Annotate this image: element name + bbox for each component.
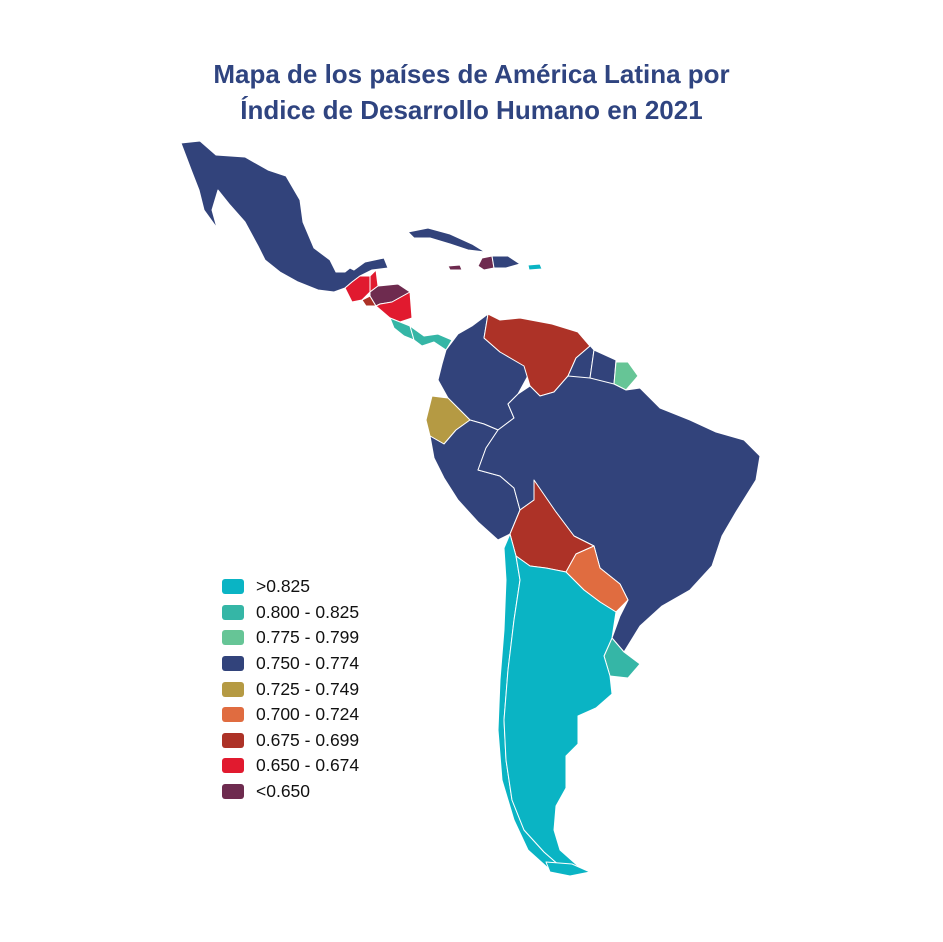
map-title-line-1: Mapa de los países de América Latina por xyxy=(213,59,730,89)
legend-label: 0.700 - 0.724 xyxy=(256,704,360,725)
legend-item: 0.700 - 0.724 xyxy=(222,702,359,728)
region-brazil[interactable] xyxy=(477,375,761,653)
legend-swatch xyxy=(222,758,244,774)
region-mexico[interactable] xyxy=(180,140,389,293)
legend-item: 0.675 - 0.699 xyxy=(222,728,359,754)
region-cuba[interactable] xyxy=(407,227,486,253)
legend-swatch xyxy=(222,707,244,723)
legend-item: 0.775 - 0.799 xyxy=(222,625,359,651)
region-dominican-republic[interactable] xyxy=(491,255,521,269)
legend-swatch xyxy=(222,656,244,672)
legend-item: 0.750 - 0.774 xyxy=(222,651,359,677)
legend-item: 0.725 - 0.749 xyxy=(222,676,359,702)
legend-label: 0.675 - 0.699 xyxy=(256,729,360,750)
legend-item: 0.650 - 0.674 xyxy=(222,753,359,779)
region-puerto-rico[interactable] xyxy=(527,263,543,271)
region-panama[interactable] xyxy=(409,325,453,351)
legend-swatch xyxy=(222,579,244,595)
region-argentina[interactable] xyxy=(503,555,617,873)
legend-item: <0.650 xyxy=(222,779,359,805)
legend-swatch xyxy=(222,604,244,620)
region-haiti[interactable] xyxy=(477,255,495,271)
legend-swatch xyxy=(222,784,244,800)
region-french-guiana[interactable] xyxy=(613,361,639,391)
legend-label: 0.750 - 0.774 xyxy=(256,653,360,674)
legend-swatch xyxy=(222,732,244,748)
region-tierra-del-fuego[interactable] xyxy=(545,861,591,877)
legend-label: 0.725 - 0.749 xyxy=(256,678,360,699)
legend-label: >0.825 xyxy=(256,576,311,597)
legend-label: <0.650 xyxy=(256,781,311,802)
legend-label: 0.775 - 0.799 xyxy=(256,627,360,648)
legend-swatch xyxy=(222,681,244,697)
legend-label: 0.650 - 0.674 xyxy=(256,755,360,776)
map-title: Mapa de los países de América Latina por… xyxy=(0,56,943,128)
legend-swatch xyxy=(222,630,244,646)
legend-label: 0.800 - 0.825 xyxy=(256,601,360,622)
region-jamaica[interactable] xyxy=(447,264,463,271)
legend-item: 0.800 - 0.825 xyxy=(222,600,359,626)
map-title-line-2: Índice de Desarrollo Humano en 2021 xyxy=(240,95,703,125)
legend: >0.825 0.800 - 0.825 0.775 - 0.799 0.750 - … xyxy=(222,574,359,804)
legend-item: >0.825 xyxy=(222,574,359,600)
